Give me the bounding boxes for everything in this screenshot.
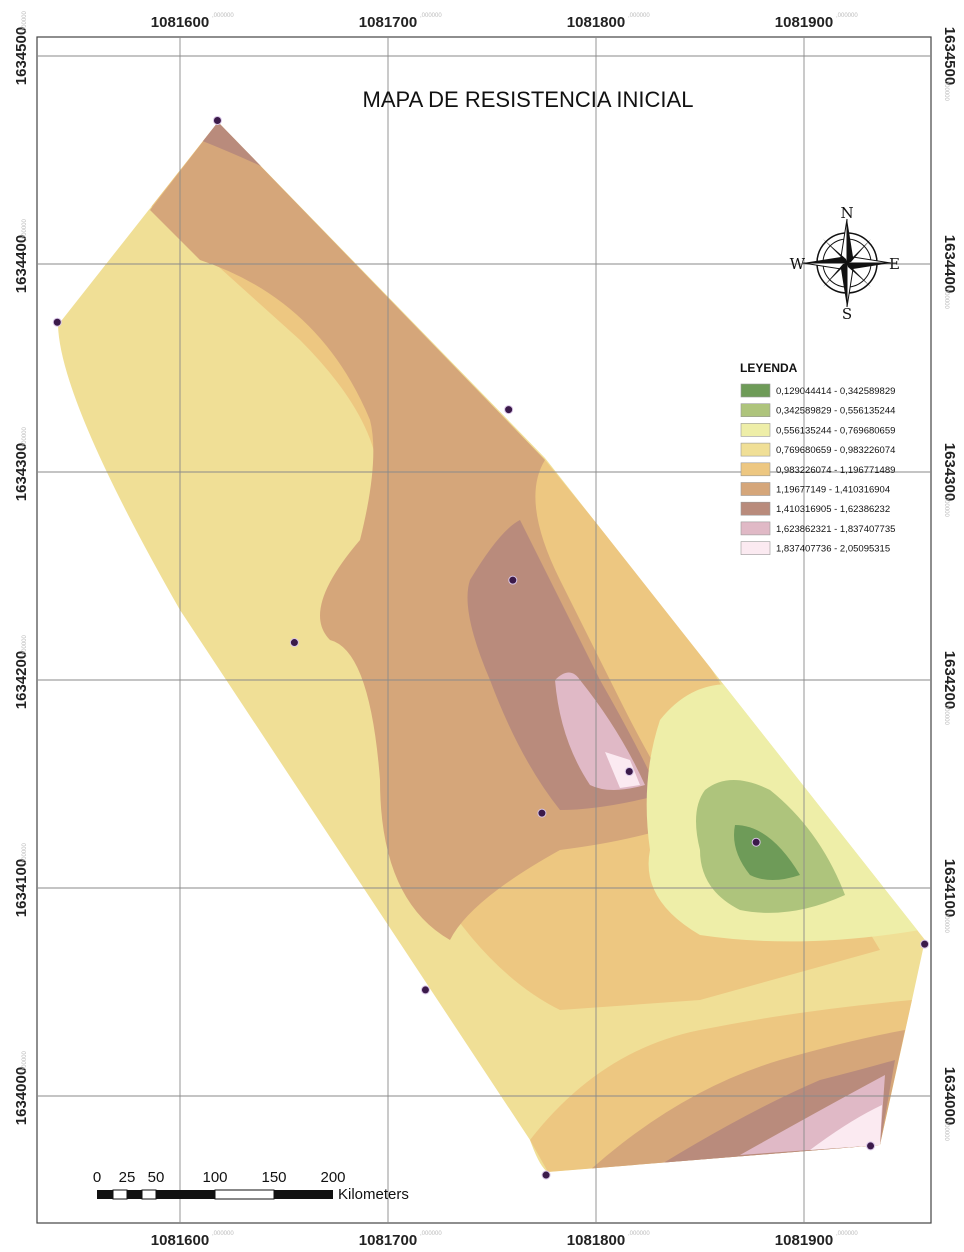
legend-swatch xyxy=(740,482,771,496)
legend-item-label: 1,19677149 - 1,410316904 xyxy=(776,485,890,496)
sample-point xyxy=(508,575,518,585)
y-tick-label: 1634300 xyxy=(13,443,30,501)
y-tick-label: 1634100 xyxy=(941,859,958,917)
y-tick-label: 1634000 xyxy=(13,1067,30,1125)
x-tick-suffix: ,000000 xyxy=(836,13,858,19)
x-tick-label: 1081600 xyxy=(151,1232,209,1249)
sample-point xyxy=(289,638,299,648)
surface-band-class9 xyxy=(605,752,640,788)
legend-swatch xyxy=(740,383,771,398)
y-tick-suffix: ,000000 xyxy=(943,1119,949,1141)
y-tick-label: 1634400 xyxy=(13,235,30,293)
sample-point xyxy=(866,1141,876,1151)
x-tick-label: 1081700 xyxy=(359,14,417,31)
sample-point xyxy=(504,405,514,415)
y-tick-suffix: ,000000 xyxy=(943,703,949,725)
y-tick-label: 1634200 xyxy=(13,651,30,709)
map-title: MAPA DE RESISTENCIA INICIAL xyxy=(363,87,694,112)
y-coordinate-labels: 1634500,0000001634500,0000001634400,0000… xyxy=(13,11,958,1142)
sample-points xyxy=(52,115,930,1180)
x-tick-label: 1081700 xyxy=(359,1232,417,1249)
legend-swatch xyxy=(740,541,771,555)
legend-item-label: 0,556135244 - 0,769680659 xyxy=(776,425,895,436)
legend-swatch xyxy=(740,442,771,457)
legend-swatch xyxy=(740,403,771,418)
sample-point xyxy=(751,837,761,847)
legend-item-label: 0,769680659 - 0,983226074 xyxy=(776,445,895,456)
compass-east-label: E xyxy=(889,255,900,273)
surface-band-class1 xyxy=(734,825,800,880)
scale-bar-unit: Kilometers xyxy=(338,1186,409,1203)
legend-title: LEYENDA xyxy=(740,361,798,375)
sample-point xyxy=(537,808,547,818)
compass-west-arm xyxy=(803,257,847,263)
y-tick-label: 1634500 xyxy=(941,27,958,85)
y-tick-suffix: ,000000 xyxy=(22,843,28,865)
legend-item-label: 0,342589829 - 0,556135244 xyxy=(776,406,895,417)
legend-item-label: 1,837407736 - 2,05095315 xyxy=(776,544,890,555)
x-tick-label: 1081800 xyxy=(567,1232,625,1249)
y-tick-suffix: ,000000 xyxy=(22,11,28,33)
x-tick-suffix: ,000000 xyxy=(628,1231,650,1237)
compass-east-arm xyxy=(847,263,891,269)
sample-point xyxy=(212,115,222,125)
y-tick-suffix: ,000000 xyxy=(22,635,28,657)
legend-swatch xyxy=(740,521,771,536)
scale-tick-label: 150 xyxy=(261,1169,286,1186)
x-tick-suffix: ,000000 xyxy=(212,1231,234,1237)
scale-tick-label: 100 xyxy=(202,1169,227,1186)
x-tick-label: 1081800 xyxy=(567,14,625,31)
y-tick-suffix: ,000000 xyxy=(22,427,28,449)
x-tick-suffix: ,000000 xyxy=(212,13,234,19)
y-tick-suffix: ,000000 xyxy=(943,911,949,933)
x-tick-suffix: ,000000 xyxy=(836,1231,858,1237)
legend-swatch xyxy=(740,501,771,516)
y-tick-label: 1634300 xyxy=(941,443,958,501)
scale-tick-label: 0 xyxy=(93,1169,101,1186)
legend-swatch xyxy=(740,462,771,477)
x-tick-suffix: ,000000 xyxy=(420,1231,442,1237)
graticule xyxy=(37,37,931,1223)
y-tick-label: 1634200 xyxy=(941,651,958,709)
compass-rose: N S E W xyxy=(790,204,900,323)
legend: LEYENDA 0,129044414 - 0,342589829 0,34258… xyxy=(740,361,895,555)
scale-tick-label: 25 xyxy=(119,1169,136,1186)
legend-item-label: 0,983226074 - 1,196771489 xyxy=(776,465,895,476)
sample-point xyxy=(624,767,634,777)
sample-point xyxy=(541,1170,551,1180)
x-coordinate-labels: 1081600,0000001081600,0000001081700,0000… xyxy=(151,13,859,1249)
compass-south-label: S xyxy=(842,305,852,323)
sample-point xyxy=(920,939,930,949)
y-tick-suffix: ,000000 xyxy=(943,79,949,101)
x-tick-label: 1081600 xyxy=(151,14,209,31)
x-tick-label: 1081900 xyxy=(775,14,833,31)
sample-point xyxy=(52,317,62,327)
y-tick-suffix: ,000000 xyxy=(22,1051,28,1073)
scale-tick-label: 50 xyxy=(148,1169,165,1186)
scale-tick-label: 200 xyxy=(320,1169,345,1186)
scale-bar: 0 25 50 100 150 200 Kilometers xyxy=(93,1169,409,1203)
x-tick-label: 1081900 xyxy=(775,1232,833,1249)
y-tick-label: 1634000 xyxy=(941,1067,958,1125)
y-tick-label: 1634500 xyxy=(13,27,30,85)
legend-item-label: 1,410316905 - 1,62386232 xyxy=(776,504,890,515)
legend-swatch xyxy=(740,423,771,437)
x-tick-suffix: ,000000 xyxy=(628,13,650,19)
y-tick-label: 1634100 xyxy=(13,859,30,917)
compass-north-label: N xyxy=(840,204,853,222)
y-tick-suffix: ,000000 xyxy=(943,287,949,309)
compass-north-arm xyxy=(847,219,853,263)
y-tick-suffix: ,000000 xyxy=(22,219,28,241)
x-tick-suffix: ,000000 xyxy=(420,13,442,19)
compass-west-label: W xyxy=(790,255,806,273)
surface-band-south9 xyxy=(810,1105,882,1150)
y-tick-suffix: ,000000 xyxy=(943,495,949,517)
compass-south-arm xyxy=(841,263,847,307)
legend-item-label: 1,623862321 - 1,837407735 xyxy=(776,524,895,535)
legend-item-label: 0,129044414 - 0,342589829 xyxy=(776,386,895,397)
y-tick-label: 1634400 xyxy=(941,235,958,293)
sample-point xyxy=(420,985,430,995)
